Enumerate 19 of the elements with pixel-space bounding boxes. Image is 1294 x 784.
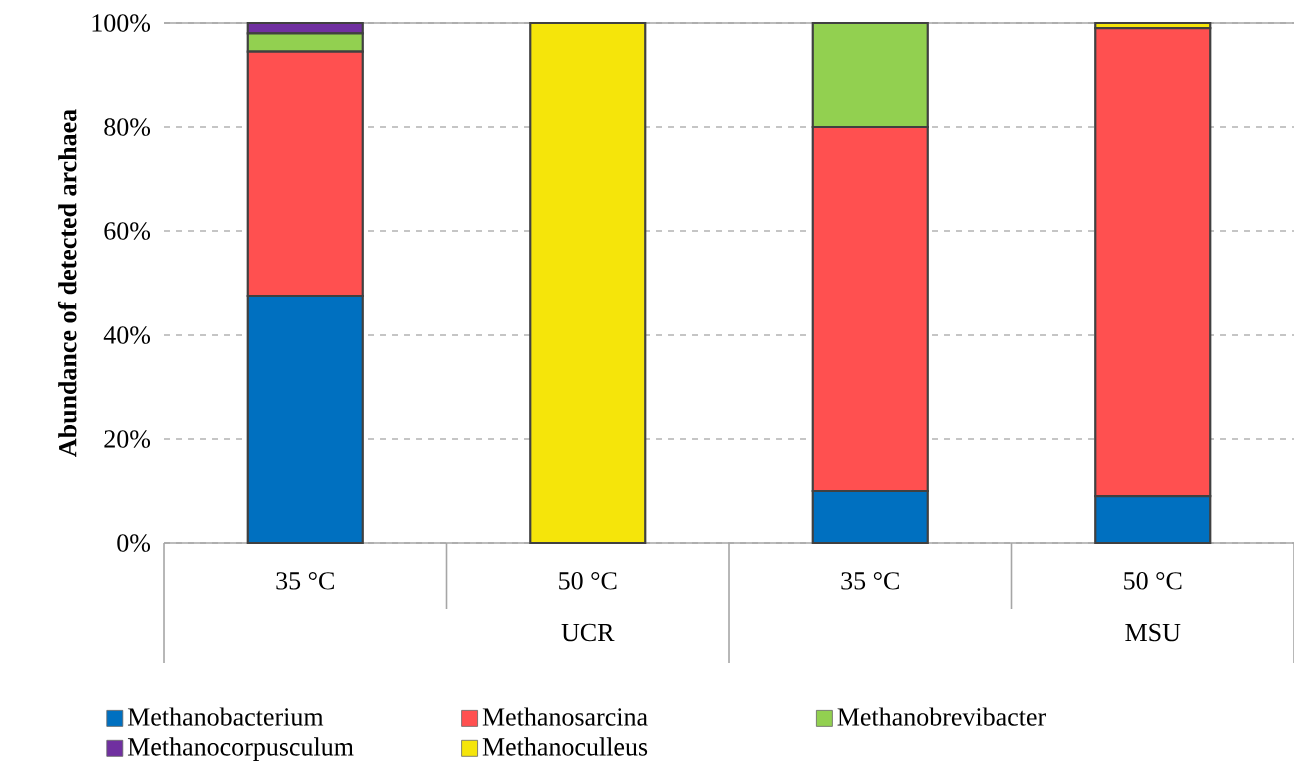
legend-label: Methanoculleus bbox=[482, 737, 648, 756]
x-tick-label: 35 °C bbox=[276, 572, 334, 590]
bar bbox=[529, 21, 647, 545]
legend-label: Methanobrevibacter bbox=[837, 707, 1046, 726]
y-tick-label: 80% bbox=[104, 118, 151, 136]
text: MSU bbox=[1125, 623, 1181, 642]
x-tick-label: 50 °C bbox=[559, 572, 617, 590]
y-tick-label: 20% bbox=[104, 430, 151, 448]
y-tick-label: 60% bbox=[104, 222, 151, 240]
y-tick-label: 0% bbox=[117, 534, 151, 552]
x-tick-label: 50 °C bbox=[1124, 572, 1182, 590]
legend-label: Methanobacterium bbox=[127, 707, 324, 726]
x-tick-label: 35 °C bbox=[841, 572, 899, 590]
y-tick-label: 40% bbox=[103, 326, 151, 344]
y-tick-label: 100% bbox=[92, 14, 151, 32]
legend-label: Methanosarcina bbox=[482, 707, 648, 726]
y-axis-title: Abundance of detected archaea bbox=[57, 109, 77, 457]
legend-label: Methanocorpusculum bbox=[127, 737, 354, 761]
text: UCR bbox=[561, 623, 615, 642]
